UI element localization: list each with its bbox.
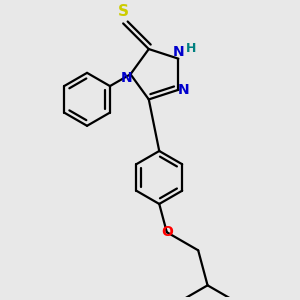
Text: N: N — [172, 45, 184, 59]
Text: O: O — [161, 225, 173, 239]
Text: N: N — [121, 71, 132, 85]
Text: H: H — [186, 42, 196, 55]
Text: N: N — [178, 83, 190, 97]
Text: S: S — [118, 4, 129, 19]
